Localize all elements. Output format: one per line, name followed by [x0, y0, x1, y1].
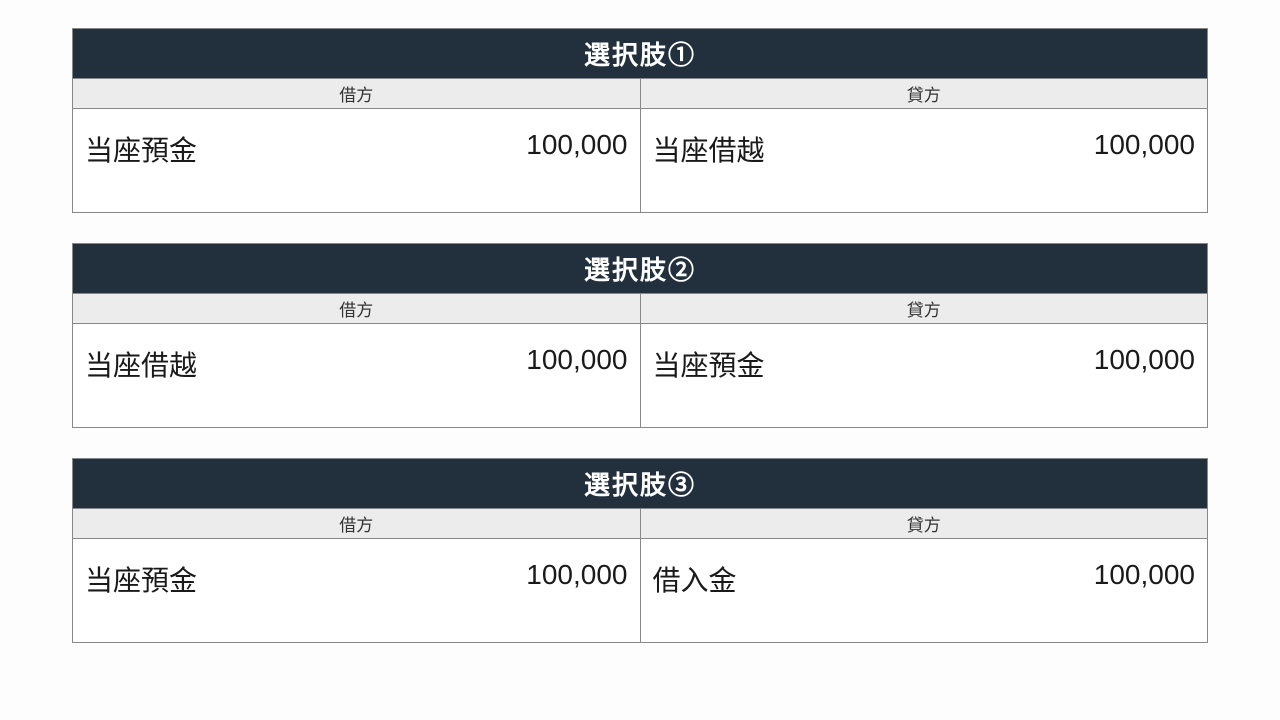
- credit-amount: 100,000: [1094, 344, 1195, 376]
- debit-amount: 100,000: [526, 344, 627, 376]
- credit-cell: 借入金 100,000: [640, 539, 1208, 643]
- debit-amount: 100,000: [526, 129, 627, 161]
- credit-account: 借入金: [653, 559, 737, 599]
- debit-cell: 当座預金 100,000: [73, 109, 641, 213]
- option-title: 選択肢①: [73, 29, 1208, 79]
- debit-cell: 当座預金 100,000: [73, 539, 641, 643]
- credit-amount: 100,000: [1094, 559, 1195, 591]
- debit-cell: 当座借越 100,000: [73, 324, 641, 428]
- option-table-3: 選択肢③ 借方 貸方 当座預金 100,000 借入金 100,000: [72, 458, 1208, 643]
- credit-amount: 100,000: [1094, 129, 1195, 161]
- debit-account: 当座借越: [85, 344, 197, 384]
- credit-cell: 当座預金 100,000: [640, 324, 1208, 428]
- credit-header: 貸方: [640, 509, 1208, 539]
- option-table-1: 選択肢① 借方 貸方 当座預金 100,000 当座借越 100,000: [72, 28, 1208, 213]
- credit-header: 貸方: [640, 294, 1208, 324]
- debit-header: 借方: [73, 294, 641, 324]
- credit-account: 当座預金: [653, 344, 765, 384]
- option-table-2: 選択肢② 借方 貸方 当座借越 100,000 当座預金 100,000: [72, 243, 1208, 428]
- debit-account: 当座預金: [85, 559, 197, 599]
- debit-account: 当座預金: [85, 129, 197, 169]
- debit-amount: 100,000: [526, 559, 627, 591]
- credit-cell: 当座借越 100,000: [640, 109, 1208, 213]
- credit-account: 当座借越: [653, 129, 765, 169]
- debit-header: 借方: [73, 509, 641, 539]
- credit-header: 貸方: [640, 79, 1208, 109]
- option-title: 選択肢③: [73, 459, 1208, 509]
- debit-header: 借方: [73, 79, 641, 109]
- option-title: 選択肢②: [73, 244, 1208, 294]
